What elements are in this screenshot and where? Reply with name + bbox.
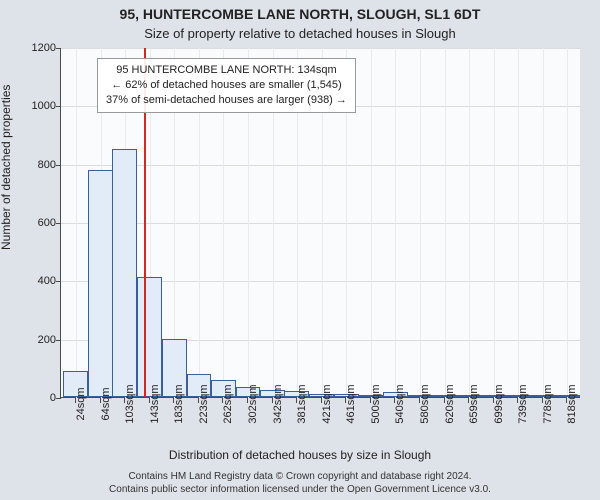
xtick-label: 540sqm bbox=[394, 384, 406, 423]
infobox-line: ← 62% of detached houses are smaller (1,… bbox=[106, 78, 347, 93]
infobox-line: 95 HUNTERCOMBE LANE NORTH: 134sqm bbox=[106, 63, 347, 78]
ytick-label: 1000 bbox=[16, 100, 56, 112]
ytick-label: 0 bbox=[16, 392, 56, 404]
histogram-bar bbox=[137, 277, 162, 397]
xtick-label: 500sqm bbox=[370, 384, 382, 423]
vgridline bbox=[445, 48, 446, 398]
ytick-mark bbox=[56, 165, 61, 166]
xtick-label: 103sqm bbox=[124, 384, 136, 423]
info-box: 95 HUNTERCOMBE LANE NORTH: 134sqm← 62% o… bbox=[97, 58, 356, 113]
vgridline bbox=[567, 48, 568, 398]
xtick-label: 143sqm bbox=[149, 384, 161, 423]
xtick-label: 223sqm bbox=[198, 384, 210, 423]
vgridline bbox=[494, 48, 495, 398]
vgridline bbox=[543, 48, 544, 398]
ytick-mark bbox=[56, 281, 61, 282]
ytick-mark bbox=[56, 340, 61, 341]
xtick-label: 778sqm bbox=[542, 384, 554, 423]
plot-area: 95 HUNTERCOMBE LANE NORTH: 134sqm← 62% o… bbox=[60, 48, 580, 398]
xtick-label: 461sqm bbox=[345, 384, 357, 423]
chart-title: 95, HUNTERCOMBE LANE NORTH, SLOUGH, SL1 … bbox=[0, 6, 600, 22]
ytick-label: 200 bbox=[16, 334, 56, 346]
vgridline bbox=[76, 48, 77, 398]
ytick-label: 400 bbox=[16, 275, 56, 287]
histogram-bar bbox=[88, 170, 113, 398]
vgridline bbox=[469, 48, 470, 398]
ytick-label: 800 bbox=[16, 159, 56, 171]
xtick-label: 580sqm bbox=[419, 384, 431, 423]
x-axis-label: Distribution of detached houses by size … bbox=[0, 448, 600, 462]
xtick-label: 262sqm bbox=[222, 384, 234, 423]
xtick-label: 342sqm bbox=[272, 384, 284, 423]
ytick-label: 600 bbox=[16, 217, 56, 229]
xtick-label: 699sqm bbox=[493, 384, 505, 423]
vgridline bbox=[518, 48, 519, 398]
xtick-label: 659sqm bbox=[468, 384, 480, 423]
y-axis-label: Number of detached properties bbox=[0, 85, 13, 250]
xtick-label: 739sqm bbox=[517, 384, 529, 423]
ytick-mark bbox=[56, 223, 61, 224]
ytick-mark bbox=[56, 48, 61, 49]
vgridline bbox=[420, 48, 421, 398]
attribution-line1: Contains HM Land Registry data © Crown c… bbox=[128, 471, 471, 482]
xtick-label: 421sqm bbox=[321, 384, 333, 423]
ytick-mark bbox=[56, 398, 61, 399]
chart-container: 95, HUNTERCOMBE LANE NORTH, SLOUGH, SL1 … bbox=[0, 0, 600, 500]
xtick-label: 24sqm bbox=[75, 387, 87, 420]
attribution: Contains HM Land Registry data © Crown c… bbox=[0, 471, 600, 496]
chart-subtitle: Size of property relative to detached ho… bbox=[0, 26, 600, 41]
xtick-label: 620sqm bbox=[444, 384, 456, 423]
ytick-mark bbox=[56, 106, 61, 107]
xtick-label: 302sqm bbox=[247, 384, 259, 423]
xtick-label: 64sqm bbox=[100, 387, 112, 420]
xtick-label: 818sqm bbox=[566, 384, 578, 423]
vgridline bbox=[395, 48, 396, 398]
infobox-line: 37% of semi-detached houses are larger (… bbox=[106, 93, 347, 108]
attribution-line2: Contains public sector information licen… bbox=[109, 484, 491, 495]
histogram-bar bbox=[112, 149, 137, 397]
xtick-label: 381sqm bbox=[296, 384, 308, 423]
plot-region: 95 HUNTERCOMBE LANE NORTH: 134sqm← 62% o… bbox=[60, 48, 580, 398]
xtick-label: 183sqm bbox=[173, 384, 185, 423]
vgridline bbox=[371, 48, 372, 398]
ytick-label: 1200 bbox=[16, 42, 56, 54]
